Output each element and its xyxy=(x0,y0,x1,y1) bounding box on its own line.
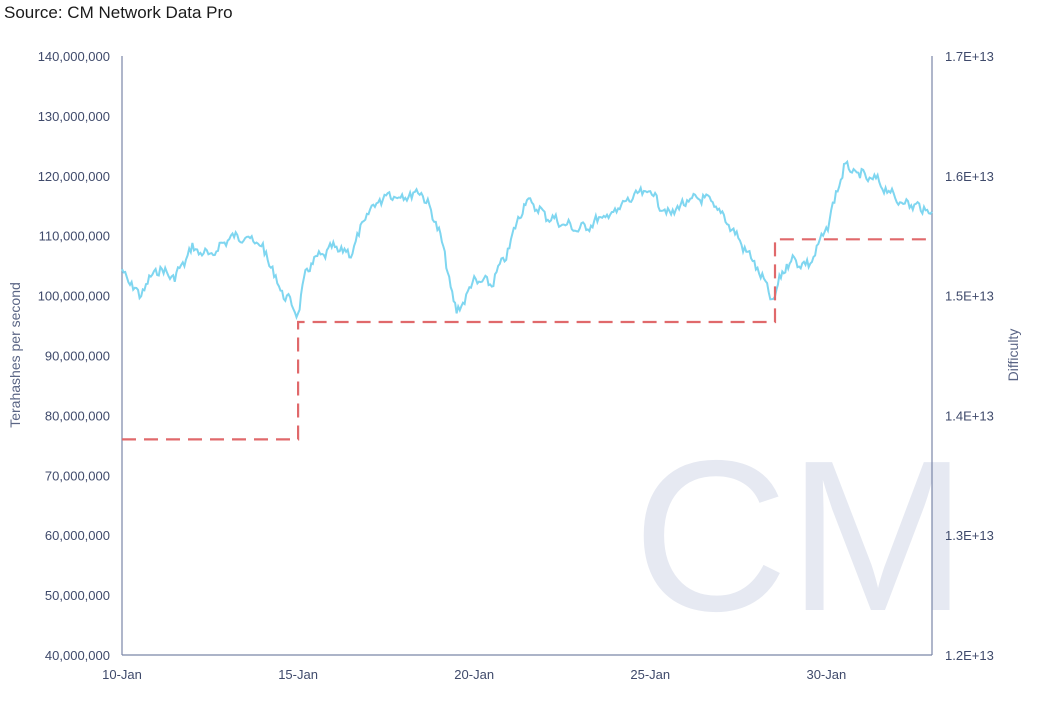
left-y-tick-labels: 40,000,000 50,000,000 60,000,000 70,000,000… xyxy=(38,49,110,663)
x-tick-label: 20-Jan xyxy=(454,667,494,682)
x-tick-label: 10-Jan xyxy=(102,667,142,682)
right-y-tick-labels: 1.2E+13 1.3E+13 1.4E+13 1.5E+13 1.6E+13 1.7E+… xyxy=(945,49,994,663)
left-y-tick-label: 140,000,000 xyxy=(38,49,110,64)
cm-watermark: CM xyxy=(633,415,967,656)
right-y-tick-label: 1.5E+13 xyxy=(945,289,994,304)
left-y-tick-label: 100,000,000 xyxy=(38,289,110,304)
right-y-tick-label: 1.7E+13 xyxy=(945,49,994,64)
left-y-tick-label: 80,000,000 xyxy=(45,408,110,423)
left-y-tick-label: 120,000,000 xyxy=(38,169,110,184)
right-y-tick-label: 1.4E+13 xyxy=(945,408,994,423)
difficulty-series-line xyxy=(122,238,932,441)
x-tick-label: 25-Jan xyxy=(630,667,670,682)
x-tick-label: 30-Jan xyxy=(806,667,846,682)
source-note: Source: CM Network Data Pro xyxy=(4,3,233,22)
right-y-tick-label: 1.6E+13 xyxy=(945,169,994,184)
left-y-tick-label: 50,000,000 xyxy=(45,588,110,603)
right-y-axis-title: Difficulty xyxy=(1005,329,1021,382)
left-y-tick-label: 130,000,000 xyxy=(38,109,110,124)
left-y-tick-label: 110,000,000 xyxy=(39,229,110,244)
left-y-tick-label: 60,000,000 xyxy=(45,528,110,543)
x-tick-labels: 10-Jan 15-Jan 20-Jan 25-Jan 30-Jan xyxy=(102,667,846,682)
hashrate-series-line xyxy=(121,159,933,321)
left-y-axis-title: Terahashes per second xyxy=(7,282,23,428)
x-tick-label: 15-Jan xyxy=(278,667,318,682)
right-y-tick-label: 1.3E+13 xyxy=(945,528,994,543)
left-y-tick-label: 70,000,000 xyxy=(45,468,110,483)
left-y-tick-label: 90,000,000 xyxy=(45,349,110,364)
right-y-tick-label: 1.2E+13 xyxy=(945,648,994,663)
left-y-tick-label: 40,000,000 xyxy=(45,648,110,663)
